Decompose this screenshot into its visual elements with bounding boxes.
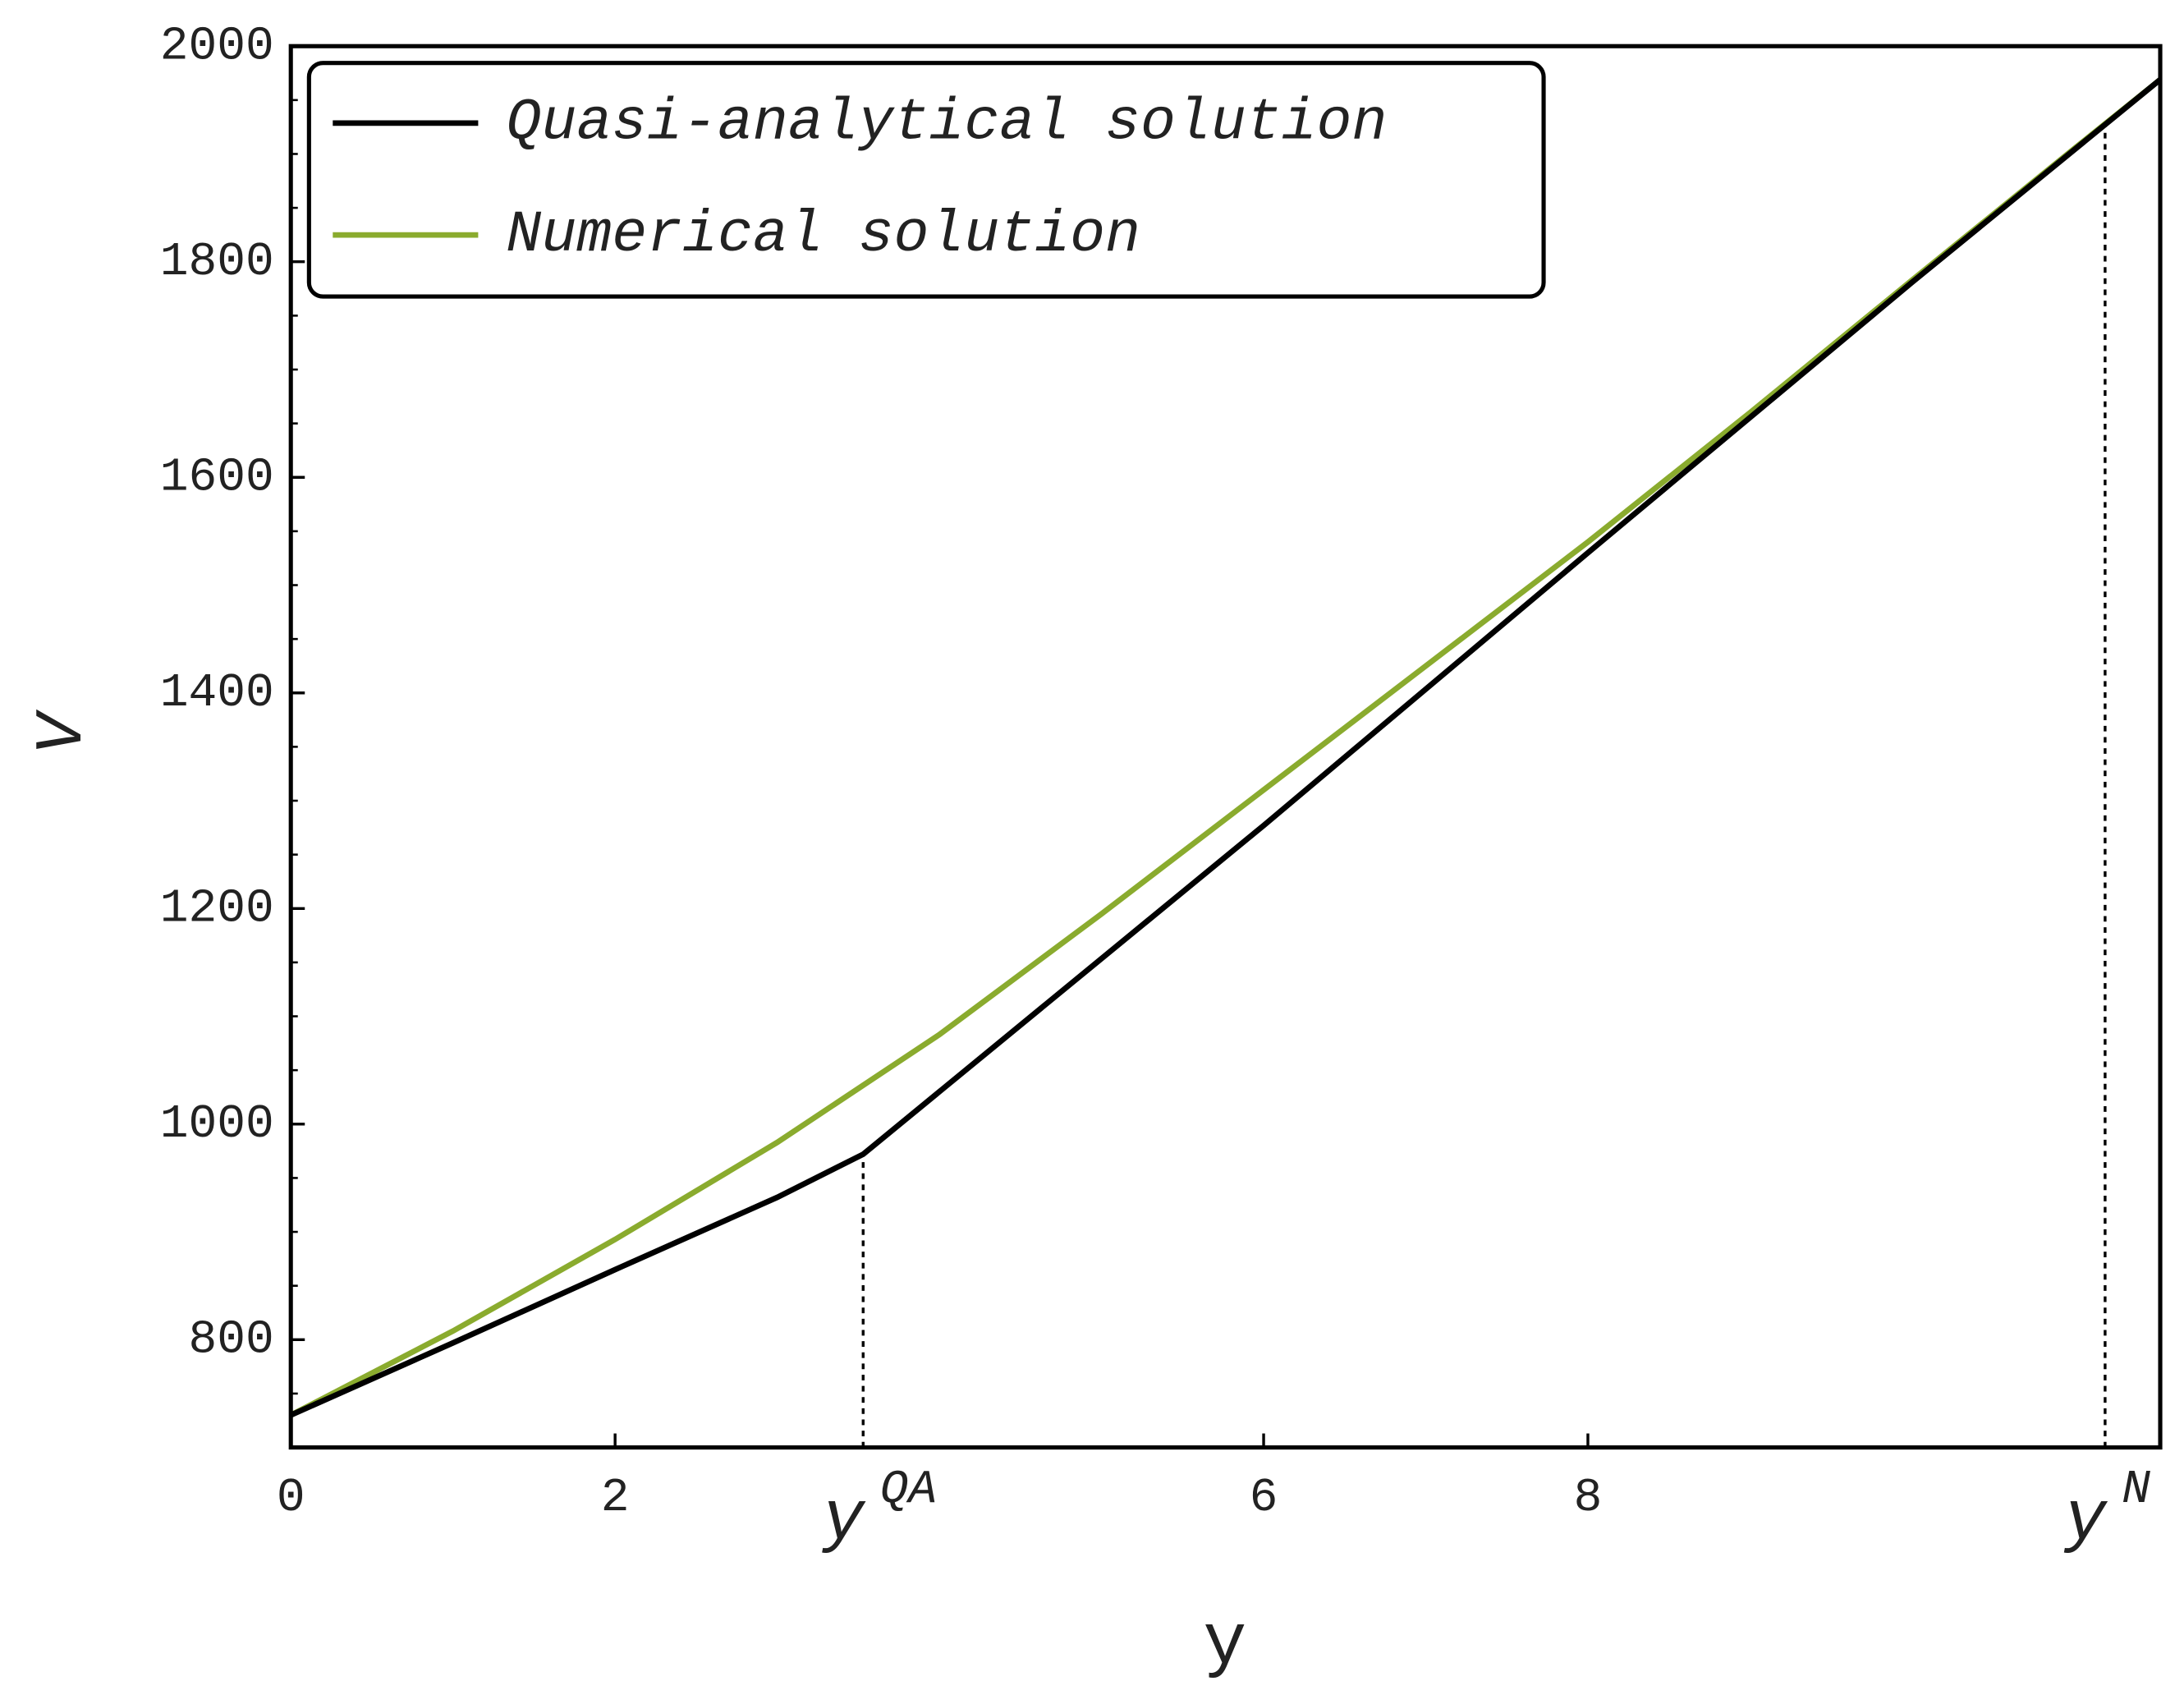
x-axis-label: y xyxy=(1203,1601,1246,1684)
y-tick-label: 800 xyxy=(189,1314,274,1367)
x-tick-label: 8 xyxy=(1574,1472,1603,1525)
y-tick-label: 2000 xyxy=(160,21,274,74)
x-tick-label: 0 xyxy=(277,1472,305,1525)
y-tick-label: 1000 xyxy=(160,1098,274,1151)
y-tick-label: 1400 xyxy=(160,667,274,720)
legend: Quasi-analytical solution Numerical solut… xyxy=(306,61,1546,299)
legend-box xyxy=(306,61,1546,299)
marker-superscript: N xyxy=(2122,1463,2150,1517)
legend-label: Numerical solution xyxy=(506,202,1140,269)
x-tick-label: 2 xyxy=(601,1472,630,1525)
marker-label: y xyxy=(2064,1481,2108,1560)
y-tick-label: 1600 xyxy=(160,452,274,505)
y-tick-label: 1200 xyxy=(160,883,274,936)
x-tick-label: 6 xyxy=(1250,1472,1278,1525)
y-axis-label: V xyxy=(25,710,101,755)
y-tick-label: 1800 xyxy=(160,236,274,289)
marker-label: y xyxy=(822,1481,866,1560)
marker-superscript: QA xyxy=(880,1463,937,1517)
data-line xyxy=(289,77,2163,1418)
plot-frame xyxy=(288,44,2163,1450)
legend-label: Quasi-analytical solution xyxy=(506,90,1387,157)
